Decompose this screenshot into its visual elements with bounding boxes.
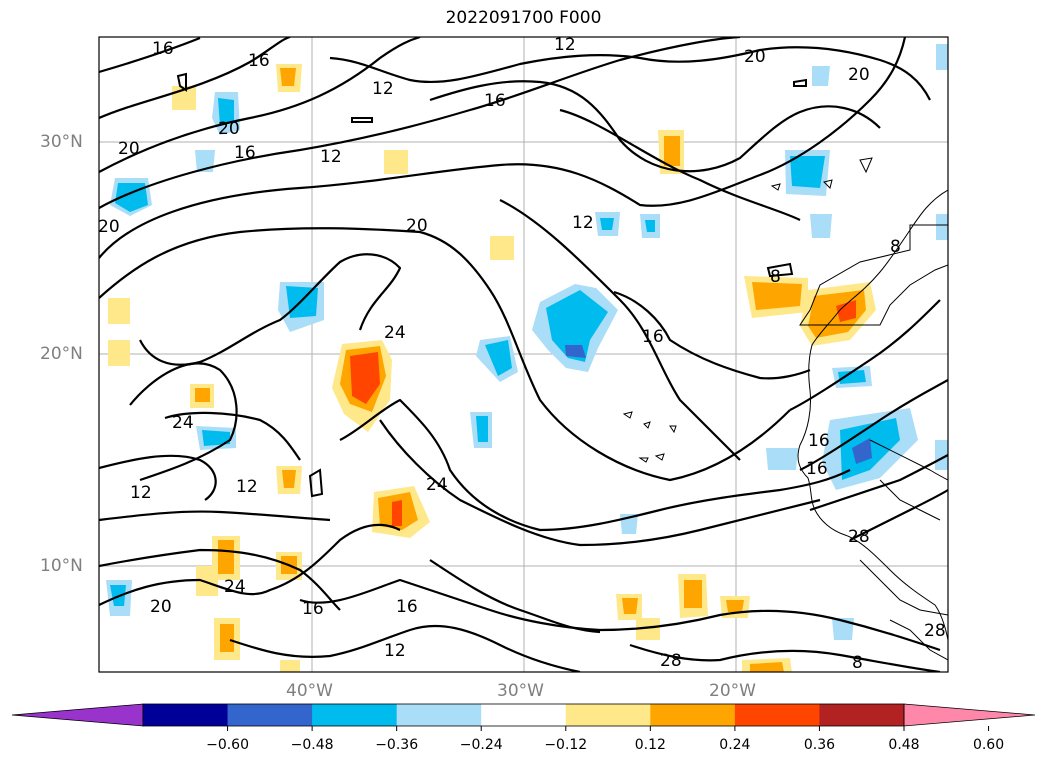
colorbar-segment xyxy=(650,704,736,726)
contour-label: 20 xyxy=(744,47,766,67)
map-title: 2022091700 F000 xyxy=(445,8,602,28)
map-field xyxy=(99,37,948,672)
contour-label: 16 xyxy=(806,459,828,479)
contour-label: 16 xyxy=(152,39,174,59)
colorbar-tick-label: −0.48 xyxy=(290,737,334,753)
contour-label: 24 xyxy=(172,413,194,433)
lon-label-20w: 20°W xyxy=(709,681,756,701)
contour-label: 16 xyxy=(808,431,830,451)
contour-label: 24 xyxy=(426,475,448,495)
colorbar-extend-high xyxy=(903,703,1036,727)
colorbar-tick-label: 0.12 xyxy=(634,737,666,753)
colorbar-extend-low xyxy=(11,703,144,727)
contour-label: 16 xyxy=(396,597,418,617)
contour-label: 8 xyxy=(890,237,901,257)
colorbar-segment xyxy=(565,704,651,726)
contour-label-group: 12 16 20 24 28 8 24 16 12 16 20 24 12 16… xyxy=(98,35,946,673)
contour-label: 12 xyxy=(554,35,576,55)
contour-label: 20 xyxy=(406,216,428,236)
contour-label: 12 xyxy=(320,147,342,167)
contour-label: 12 xyxy=(130,483,152,503)
contour-label: 20 xyxy=(150,597,172,617)
contour-label: 20 xyxy=(218,119,240,139)
contour-lines xyxy=(99,37,948,672)
colorbar-segment xyxy=(143,704,229,726)
colorbar-tick-label: −0.60 xyxy=(206,737,249,753)
contour-label: 28 xyxy=(924,621,946,641)
contour-label: 20 xyxy=(98,217,120,237)
colorbar-tick-label: 0.48 xyxy=(888,737,920,753)
colorbar-segment xyxy=(481,704,567,726)
colorbar-segment xyxy=(819,704,905,726)
contour-label: 12 xyxy=(384,641,406,661)
colorbar-tick-label: 0.36 xyxy=(803,737,836,753)
colorbar-segment xyxy=(734,704,820,726)
contour-label: 20 xyxy=(118,139,140,159)
colorbar xyxy=(11,703,1036,731)
contour-label: 8 xyxy=(770,267,781,287)
contour-label: 12 xyxy=(236,477,258,497)
shaded-anomalies xyxy=(106,44,948,672)
contour-label: 16 xyxy=(234,143,256,163)
contour-label: 28 xyxy=(848,527,870,547)
lat-label-20n: 20°N xyxy=(40,344,83,364)
contour-label: 16 xyxy=(484,91,506,111)
colorbar-tick-label: 0.60 xyxy=(972,737,1005,753)
contour-label: 28 xyxy=(660,651,682,671)
lat-label-30n: 30°N xyxy=(40,132,83,152)
contour-label: 24 xyxy=(384,323,406,343)
contour-label: 24 xyxy=(224,577,246,597)
contour-label: 12 xyxy=(372,79,394,99)
colorbar-segment xyxy=(312,704,398,726)
colorbar-tick-label: −0.36 xyxy=(375,737,419,753)
contour-label: 20 xyxy=(848,65,870,85)
map-frame xyxy=(98,36,949,673)
colorbar-frame xyxy=(142,703,905,727)
lon-label-40w: 40°W xyxy=(286,681,333,701)
contour-label: 8 xyxy=(852,653,863,673)
colorbar-tick-label: 0.24 xyxy=(719,737,751,753)
colorbar-tick-label: −0.24 xyxy=(459,737,503,753)
colorbar-tick-label: −0.12 xyxy=(544,737,588,753)
contour-label: 12 xyxy=(572,213,594,233)
coastlines xyxy=(622,157,948,661)
colorbar-segment xyxy=(396,704,482,726)
contour-label: 16 xyxy=(642,327,664,347)
lat-label-10n: 10°N xyxy=(40,556,83,576)
colorbar-segment xyxy=(227,704,313,726)
lon-label-30w: 30°W xyxy=(497,681,544,701)
contour-label: 16 xyxy=(302,599,324,619)
contour-label: 16 xyxy=(248,51,270,71)
